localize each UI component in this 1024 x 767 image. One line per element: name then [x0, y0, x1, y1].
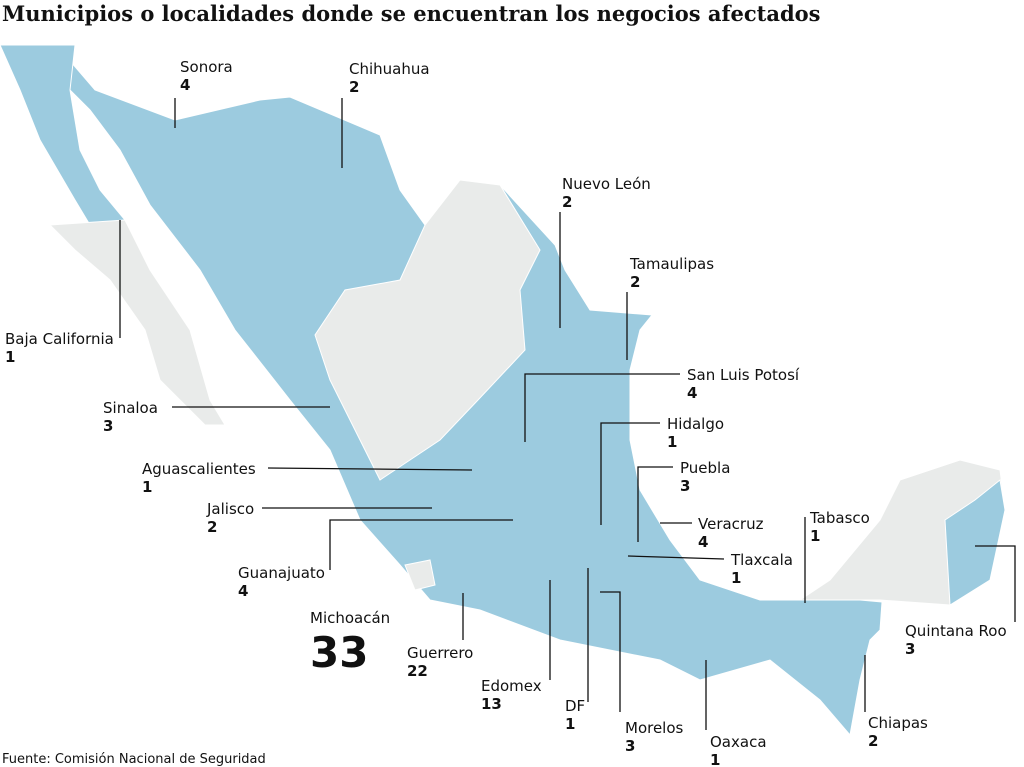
state-count: 4 — [698, 533, 708, 551]
baja-california-sur — [48, 219, 226, 426]
map-shapes — [0, 44, 1006, 737]
state-name: Hidalgo — [667, 415, 724, 433]
leader-line — [600, 591, 621, 712]
state-count: 3 — [103, 417, 113, 435]
state-count: 22 — [407, 662, 428, 680]
state-count: 2 — [562, 193, 572, 211]
state-name: Morelos — [625, 719, 684, 737]
state-count: 1 — [810, 527, 820, 545]
state-name: Puebla — [680, 459, 730, 477]
state-count: 3 — [625, 737, 635, 755]
state-count: 1 — [565, 715, 575, 733]
quintana-roo — [944, 479, 1006, 606]
state-name: Sinaloa — [103, 399, 158, 417]
state-name: Jalisco — [206, 500, 254, 518]
state-name: Tabasco — [809, 509, 870, 527]
state-count: 1 — [710, 751, 720, 767]
state-count: 4 — [180, 76, 190, 94]
state-count: 4 — [238, 582, 248, 600]
state-count: 2 — [349, 78, 359, 96]
source: Fuente: Comisión Nacional de Seguridad — [2, 752, 266, 767]
state-name: Nuevo León — [562, 175, 651, 193]
state-count: 3 — [905, 640, 915, 658]
state-name: Edomex — [481, 677, 542, 695]
baja-california — [0, 44, 126, 226]
north-central — [314, 179, 541, 481]
state-name: Baja California — [5, 330, 114, 348]
state-name: Quintana Roo — [905, 622, 1007, 640]
state-name: Veracruz — [698, 515, 764, 533]
state-name: Tlaxcala — [730, 551, 793, 569]
state-count: 4 — [687, 384, 697, 402]
colima — [404, 559, 436, 591]
state-count: 1 — [5, 348, 15, 366]
state-count: 1 — [142, 478, 152, 496]
state-name: Guerrero — [407, 644, 473, 662]
state-count: 33 — [310, 628, 368, 677]
state-name: Michoacán — [310, 609, 390, 627]
state-count: 13 — [481, 695, 502, 713]
leader-line — [637, 466, 673, 542]
leader-line — [267, 467, 473, 471]
state-name: Chihuahua — [349, 60, 430, 78]
leader-line — [975, 545, 1016, 622]
state-count: 1 — [667, 433, 677, 451]
state-name: Sonora — [180, 58, 233, 76]
state-name: DF — [565, 697, 585, 715]
state-name: Oaxaca — [710, 733, 767, 751]
leader-line — [600, 422, 660, 525]
state-count: 1 — [731, 569, 741, 587]
state-count: 2 — [630, 273, 640, 291]
state-name: San Luis Potosí — [687, 366, 800, 384]
leader-line — [627, 555, 725, 560]
state-name: Guanajuato — [238, 564, 325, 582]
leader-line — [329, 519, 513, 570]
title: Municipios o localidades donde se encuen… — [2, 1, 820, 26]
state-name: Chiapas — [868, 714, 928, 732]
state-count: 3 — [680, 477, 690, 495]
leader-line — [524, 373, 680, 442]
state-name: Tamaulipas — [629, 255, 714, 273]
state-count: 2 — [207, 518, 217, 536]
state-count: 2 — [868, 732, 878, 750]
state-name: Aguascalientes — [142, 460, 256, 478]
